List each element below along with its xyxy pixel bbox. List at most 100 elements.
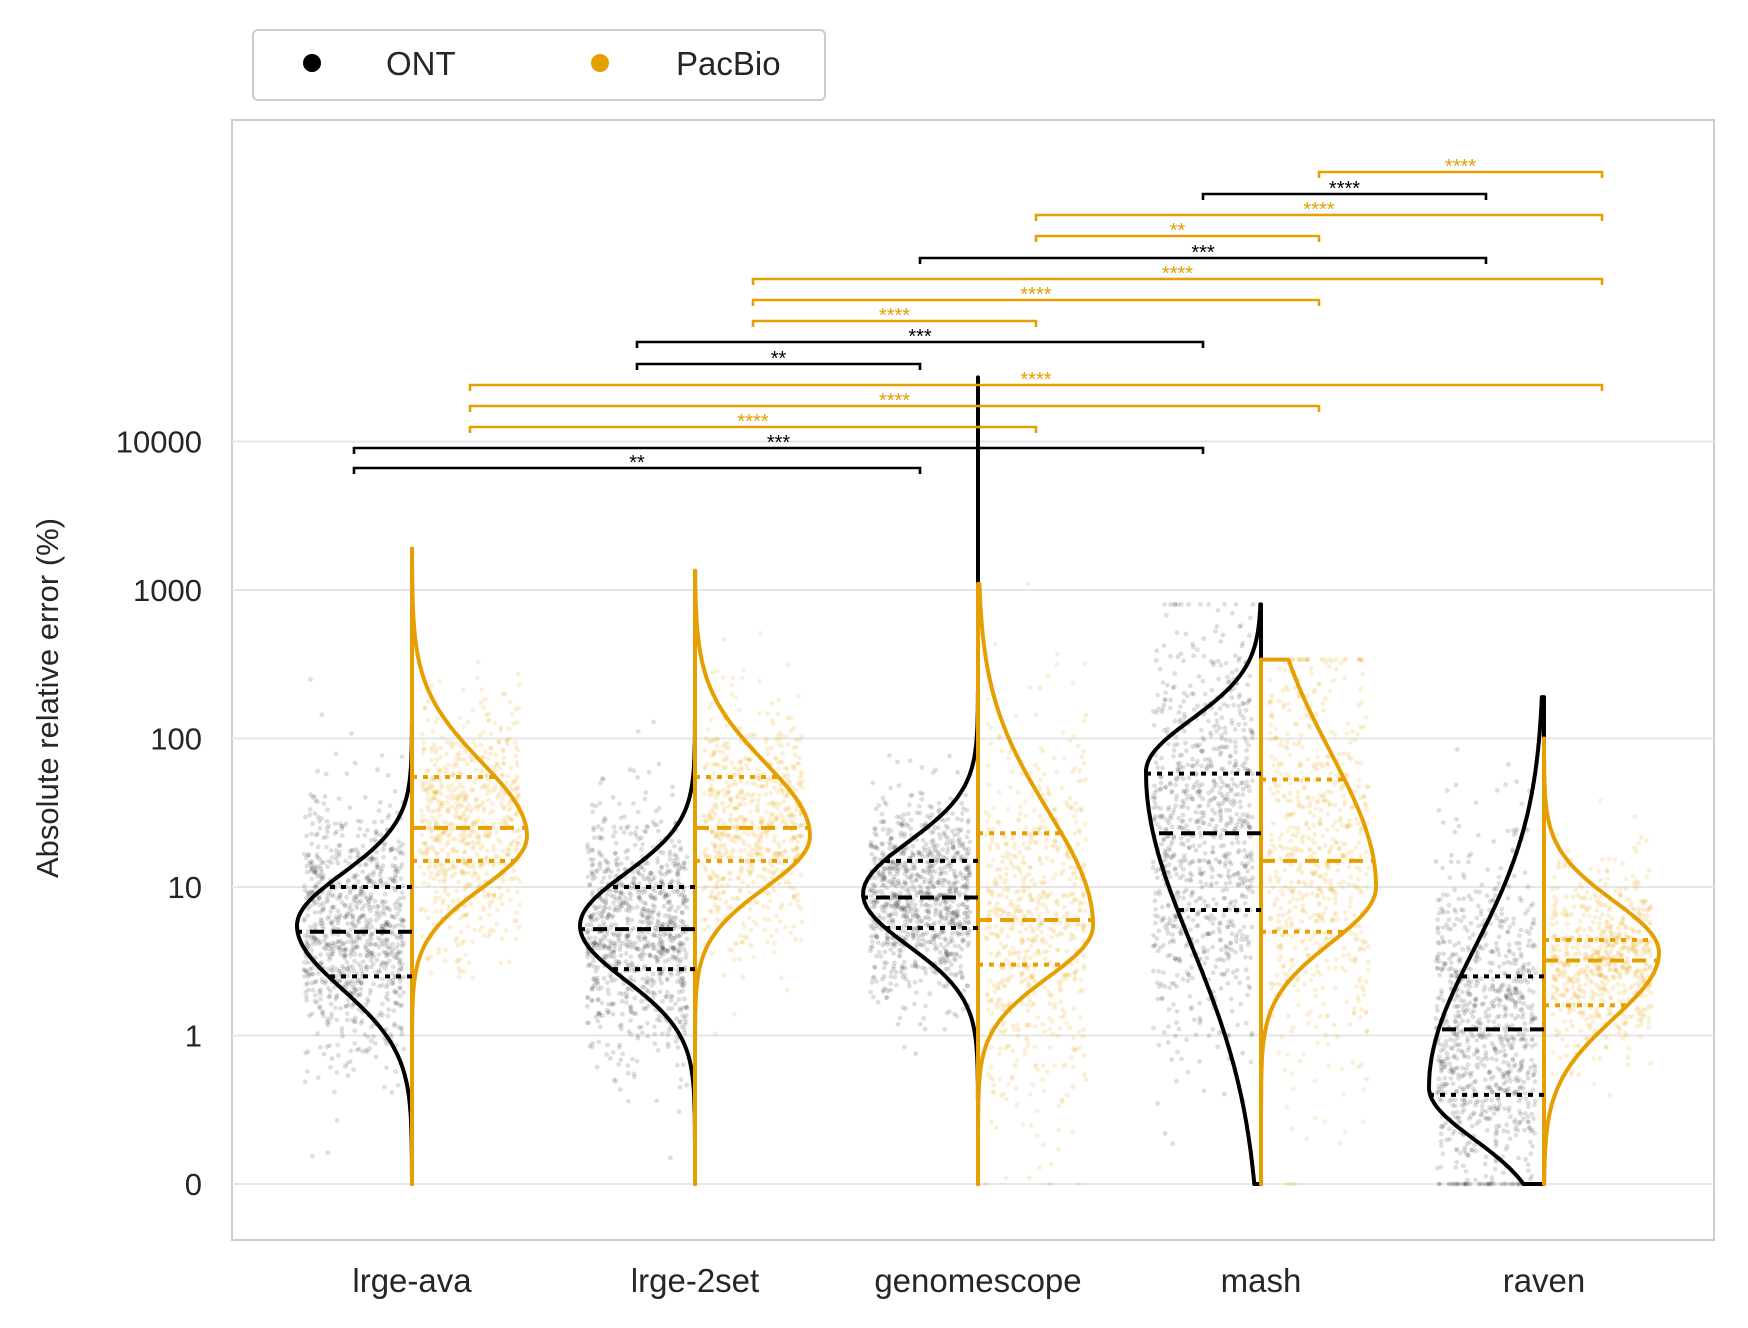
data-point [1215, 658, 1221, 664]
data-point [943, 937, 948, 943]
data-point [1200, 749, 1206, 754]
data-point [1237, 928, 1243, 934]
data-point [1220, 632, 1226, 638]
data-point [604, 892, 610, 898]
data-point [1228, 922, 1234, 928]
data-point [1193, 809, 1199, 815]
data-point [442, 885, 448, 891]
data-point [492, 720, 498, 726]
data-point [960, 876, 966, 881]
data-point [624, 933, 630, 939]
data-point [358, 980, 363, 986]
data-point [1489, 1056, 1495, 1062]
data-point [874, 953, 879, 959]
data-point [599, 897, 605, 903]
data-point [351, 874, 356, 880]
data-point [610, 931, 616, 937]
data-point [675, 1045, 681, 1050]
data-point [877, 949, 882, 955]
data-point [1478, 908, 1484, 914]
data-point [344, 939, 350, 945]
data-point [1223, 881, 1229, 886]
data-point [1216, 676, 1222, 682]
data-point [1454, 1146, 1460, 1152]
data-point [1531, 916, 1537, 922]
data-point [940, 847, 946, 852]
data-point [958, 827, 964, 833]
data-point [1473, 1003, 1479, 1009]
data-point [926, 846, 932, 852]
data-point [1483, 942, 1489, 948]
data-point [605, 1042, 610, 1048]
data-point [676, 996, 682, 1002]
data-point [470, 739, 476, 745]
data-point [328, 1001, 334, 1007]
data-point [340, 823, 346, 829]
data-point [1157, 825, 1163, 831]
data-point [342, 953, 348, 958]
data-point [357, 891, 363, 897]
data-point [1466, 853, 1472, 859]
data-point [1458, 1150, 1463, 1156]
data-point [665, 1041, 671, 1047]
data-point [902, 972, 908, 978]
data-point [594, 977, 600, 983]
data-point [590, 889, 596, 895]
data-point [592, 940, 598, 946]
data-point [681, 996, 687, 1002]
data-point [623, 1000, 629, 1005]
data-point [667, 852, 673, 858]
data-point [927, 991, 933, 997]
data-point [679, 975, 685, 981]
data-point [454, 888, 460, 894]
data-point [431, 742, 437, 748]
data-point [620, 1011, 625, 1017]
data-point [359, 1018, 365, 1024]
data-point [947, 1009, 952, 1014]
data-point [352, 875, 358, 881]
data-point [623, 895, 629, 901]
data-point [472, 779, 478, 785]
data-point [1441, 925, 1446, 930]
data-point [1223, 660, 1229, 666]
data-point [317, 902, 323, 908]
data-point [370, 961, 376, 967]
data-point [923, 1003, 928, 1009]
data-point [343, 981, 349, 987]
data-point [449, 744, 455, 750]
data-point [500, 848, 505, 854]
data-point [393, 879, 399, 884]
data-point [677, 862, 683, 868]
data-point [1228, 940, 1234, 946]
data-point [314, 864, 320, 870]
data-point [655, 958, 660, 963]
data-point [1172, 742, 1178, 748]
data-point [395, 1082, 401, 1088]
data-point [947, 753, 952, 759]
data-point [1456, 940, 1462, 946]
data-point [956, 931, 962, 936]
data-point [315, 1031, 320, 1036]
data-point [1227, 907, 1233, 912]
data-point [362, 1032, 368, 1038]
data-point [660, 922, 665, 927]
data-point [610, 1050, 616, 1055]
data-point [1218, 639, 1224, 644]
data-point [619, 1026, 624, 1032]
data-point [1455, 1115, 1460, 1121]
data-point [420, 813, 425, 818]
data-point [596, 849, 602, 855]
data-point [595, 986, 601, 992]
data-point [337, 968, 342, 974]
data-point [1480, 1099, 1486, 1104]
data-point [332, 821, 338, 827]
data-point [947, 886, 953, 892]
data-point [912, 1001, 917, 1007]
data-point [652, 904, 658, 910]
data-point [364, 953, 370, 959]
data-point [888, 881, 894, 887]
data-point [352, 760, 358, 766]
data-point [1503, 953, 1509, 959]
data-point [367, 949, 372, 955]
data-point [613, 858, 619, 864]
